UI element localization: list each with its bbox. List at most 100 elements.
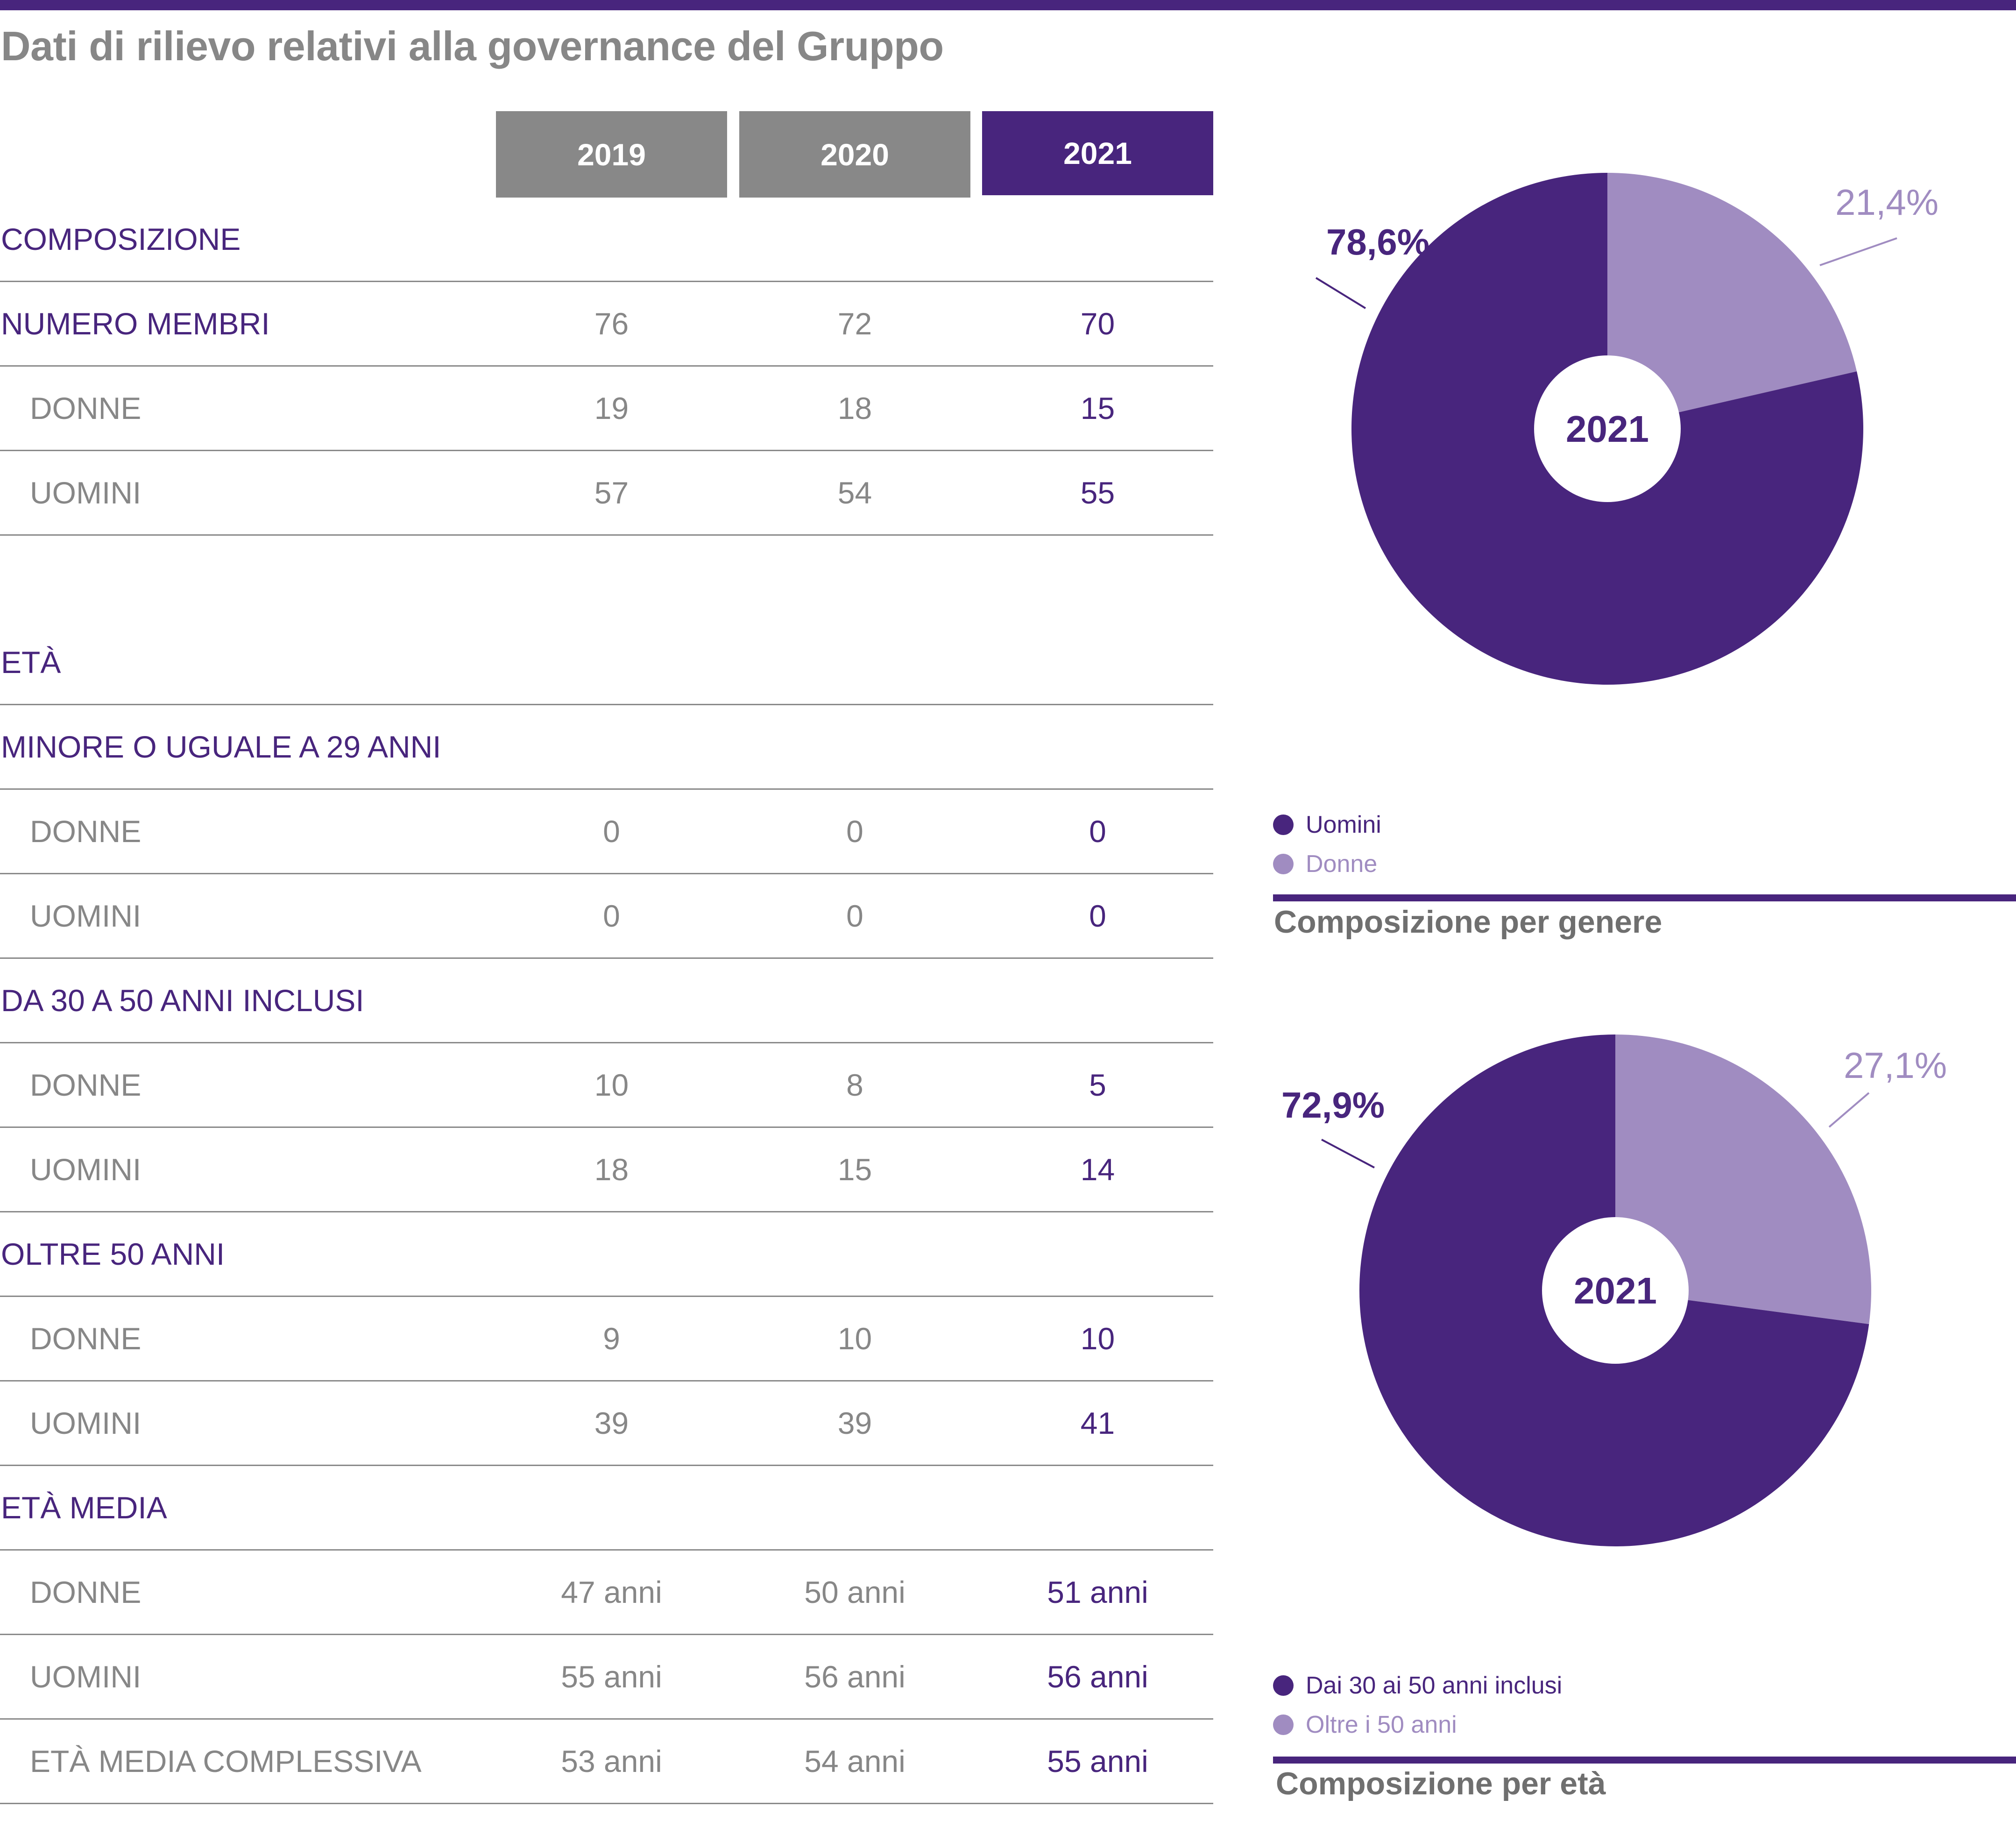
pie-leader-line: [1321, 1139, 1375, 1169]
page-title: Dati di rilievo relativi alla governance…: [1, 23, 944, 69]
table-row: DONNE 10 8 5: [0, 1043, 1213, 1128]
legend-label: Donne: [1306, 850, 1378, 878]
cell-value-2019: 39: [594, 1406, 629, 1440]
age-legend: Dai 30 ai 50 anni inclusi Oltre i 50 ann…: [1273, 1666, 1562, 1744]
row-sub-label: DONNE: [30, 391, 141, 425]
cell-value-2020: 0: [846, 814, 863, 849]
table-row: DONNE 0 0 0: [0, 790, 1213, 874]
cell-value-2020: 15: [837, 1152, 872, 1187]
pie-leader-line: [1819, 237, 1897, 266]
row-sub-label: UOMINI: [30, 475, 141, 510]
cell-value-2019: 10: [594, 1068, 629, 1102]
pie-slice-light: [1615, 1034, 1871, 1325]
pie-center-hole: [1534, 355, 1681, 502]
cell-value-2020: 54 anni: [804, 1744, 905, 1778]
table-row: UOMINI 55 anni 56 anni 56 anni: [0, 1635, 1213, 1720]
table-row: ETÀ MEDIA COMPLESSIVA 53 anni 54 anni 55 an…: [0, 1720, 1213, 1804]
pie-leader-line: [1828, 1092, 1870, 1128]
row-sub-label: DONNE: [30, 1321, 141, 1356]
row-group-label: OLTRE 50 ANNI: [1, 1237, 225, 1271]
cell-value-2021: 0: [1089, 814, 1106, 849]
cell-value-2021: 15: [1080, 391, 1115, 425]
age-chart-caption: Composizione per età: [1276, 1766, 1606, 1801]
legend-label: Uomini: [1306, 811, 1381, 838]
cell-value-2021: 51 anni: [1047, 1575, 1148, 1609]
gender-chart-caption: Composizione per genere: [1274, 904, 1662, 940]
cell-value-2021: 70: [1080, 306, 1115, 341]
year-header-2019: 2019: [496, 111, 727, 198]
cell-value-2019: 55 anni: [561, 1659, 662, 1694]
cell-value-2020: 10: [837, 1321, 872, 1356]
section-heading: ETÀ: [1, 645, 61, 680]
cell-value-2021: 41: [1080, 1406, 1115, 1440]
cell-value-2020: 50 anni: [804, 1575, 905, 1609]
pie-center-label: 2021: [1574, 1270, 1657, 1311]
legend-dot-icon: [1273, 815, 1294, 835]
table-row: NUMERO MEMBRI 76 72 70: [0, 282, 1213, 367]
cell-value-2021: 56 anni: [1047, 1659, 1148, 1694]
cell-value-2020: 8: [846, 1068, 863, 1102]
legend-label: Dai 30 ai 50 anni inclusi: [1306, 1672, 1563, 1699]
cell-value-2019: 0: [603, 899, 620, 933]
legend-dot-icon: [1273, 1675, 1294, 1696]
pie-center-hole: [1542, 1217, 1689, 1364]
row-sub-label: UOMINI: [30, 899, 141, 933]
table-row: DA 30 A 50 ANNI INCLUSI: [0, 959, 1213, 1043]
year-header-2021: 2021: [982, 111, 1213, 195]
cell-value-2020: 0: [846, 899, 863, 933]
legend-dot-icon: [1273, 1715, 1294, 1735]
table-row: UOMINI 39 39 41: [0, 1382, 1213, 1466]
cell-value-2020: 18: [837, 391, 872, 425]
table-row: ETÀ MEDIA: [0, 1466, 1213, 1551]
legend-dot-icon: [1273, 854, 1294, 874]
table-row: UOMINI 18 15 14: [0, 1128, 1213, 1212]
row-group-label: ETÀ MEDIA: [1, 1490, 167, 1525]
table-row: DONNE 9 10 10: [0, 1297, 1213, 1382]
table-row: OLTRE 50 ANNI: [0, 1212, 1213, 1297]
age-chart-rule: [1273, 1757, 2016, 1764]
legend-item-uomini: Uomini: [1273, 805, 1381, 844]
row-sub-label: DONNE: [30, 1068, 141, 1102]
pie-center-label: 2021: [1566, 408, 1649, 450]
legend-item-oltre-50: Oltre i 50 anni: [1273, 1705, 1562, 1744]
cell-value-2019: 0: [603, 814, 620, 849]
legend-item-30-50: Dai 30 ai 50 anni inclusi: [1273, 1666, 1562, 1705]
pie-slice-light: [1607, 173, 1857, 429]
cell-value-2021: 55: [1080, 475, 1115, 510]
cell-value-2019: 57: [594, 475, 629, 510]
legend-item-donne: Donne: [1273, 844, 1381, 884]
gender-chart-rule: [1273, 894, 2016, 901]
pie-leader-line: [1315, 277, 1366, 309]
row-sub-label: UOMINI: [30, 1659, 141, 1694]
section-heading: COMPOSIZIONE: [1, 222, 241, 256]
legend-label: Oltre i 50 anni: [1306, 1711, 1457, 1738]
cell-value-2019: 76: [594, 306, 629, 341]
table-row: ETÀ: [0, 621, 1213, 705]
cell-value-2019: 53 anni: [561, 1744, 662, 1778]
cell-value-2021: 5: [1089, 1068, 1106, 1102]
table-row: UOMINI 57 54 55: [0, 451, 1213, 536]
pie-slice-label: 27,1%: [1844, 1045, 1947, 1086]
cell-value-2020: 72: [837, 306, 872, 341]
cell-value-2019: 19: [594, 391, 629, 425]
table-row: MINORE O UGUALE A 29 ANNI: [0, 705, 1213, 790]
cell-value-2021: 14: [1080, 1152, 1115, 1187]
cell-value-2019: 47 anni: [561, 1575, 662, 1609]
table-row: DONNE 19 18 15: [0, 367, 1213, 451]
row-sub-label: DONNE: [30, 1575, 141, 1609]
row-sub-label: UOMINI: [30, 1406, 141, 1440]
cell-value-2020: 39: [837, 1406, 872, 1440]
top-accent-bar: [0, 0, 2016, 10]
cell-value-2020: 54: [837, 475, 872, 510]
cell-value-2020: 56 anni: [804, 1659, 905, 1694]
cell-value-2021: 55 anni: [1047, 1744, 1148, 1778]
cell-value-2021: 0: [1089, 899, 1106, 933]
row-group-label: MINORE O UGUALE A 29 ANNI: [1, 730, 441, 764]
cell-value-2021: 10: [1080, 1321, 1115, 1356]
table-row: UOMINI 0 0 0: [0, 874, 1213, 959]
row-sub-label: UOMINI: [30, 1152, 141, 1187]
table-row: DONNE 47 anni 50 anni 51 anni: [0, 1551, 1213, 1635]
pie-slice-label: 72,9%: [1281, 1084, 1385, 1126]
gender-legend: Uomini Donne: [1273, 805, 1381, 884]
